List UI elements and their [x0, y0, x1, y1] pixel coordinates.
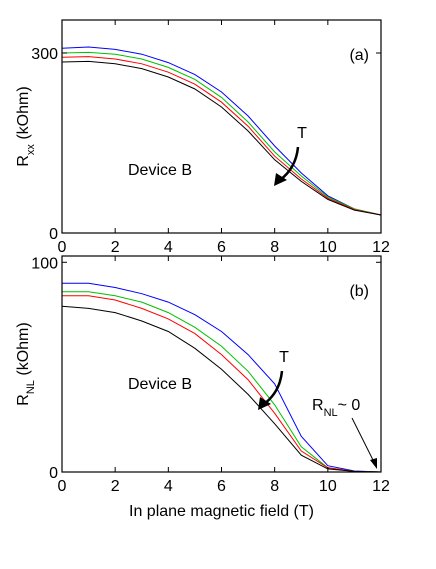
annotation: T — [279, 349, 289, 366]
data-line — [62, 295, 382, 473]
label-part: R — [15, 155, 32, 167]
x-tick-label: 12 — [372, 478, 390, 495]
data-line — [62, 291, 382, 473]
label-part: xx — [25, 144, 37, 156]
data-line — [61, 56, 382, 216]
annotation: Device B — [128, 162, 192, 179]
x-tick-label: 10 — [319, 478, 337, 495]
x-tick-label: 0 — [58, 478, 67, 495]
arrowhead — [370, 458, 377, 469]
data-line — [61, 51, 382, 216]
y-tick-label: 0 — [49, 465, 58, 482]
plot-frame — [61, 255, 382, 473]
x-tick-label: 0 — [58, 239, 67, 256]
panel-label: (b) — [349, 283, 369, 300]
label-part: R — [15, 394, 32, 406]
x-tick-label: 6 — [217, 239, 226, 256]
x-tick-label: 12 — [372, 239, 390, 256]
label: Rxx (kOhm) — [15, 86, 37, 166]
x-tick-label: 10 — [319, 239, 337, 256]
x-tick-label: 8 — [270, 239, 279, 256]
data-line — [62, 282, 382, 473]
label: RNL (kOhm) — [15, 322, 37, 405]
arrowhead — [258, 397, 271, 410]
arrowhead — [274, 173, 287, 186]
annotation: T — [297, 125, 307, 142]
x-tick-label: 6 — [217, 478, 226, 495]
panel-label: (a) — [349, 47, 369, 64]
x-tick-label: 2 — [111, 478, 120, 495]
annotation: Device B — [128, 376, 192, 393]
x-tick-label: 4 — [164, 239, 173, 256]
arrow — [263, 370, 284, 405]
x-tick-label: 2 — [111, 239, 120, 256]
y-tick-label: 100 — [31, 255, 58, 272]
data-line — [61, 46, 382, 216]
label: RNL~ 0 — [312, 397, 360, 419]
data-line — [61, 60, 382, 216]
y-tick-label: 300 — [31, 46, 58, 63]
label-part: ~ 0 — [338, 397, 361, 414]
arrow — [351, 417, 376, 465]
x-tick-label: 4 — [164, 478, 173, 495]
label-part: R — [312, 397, 324, 414]
label-part: NL — [324, 407, 338, 419]
x-axis-label: In plane magnetic field (T) — [129, 503, 314, 520]
label-part: NL — [25, 380, 37, 394]
y-tick-label: 0 — [49, 226, 58, 243]
x-tick-label: 8 — [270, 478, 279, 495]
label-part: (kOhm) — [15, 86, 32, 144]
label-part: (kOhm) — [15, 322, 32, 380]
